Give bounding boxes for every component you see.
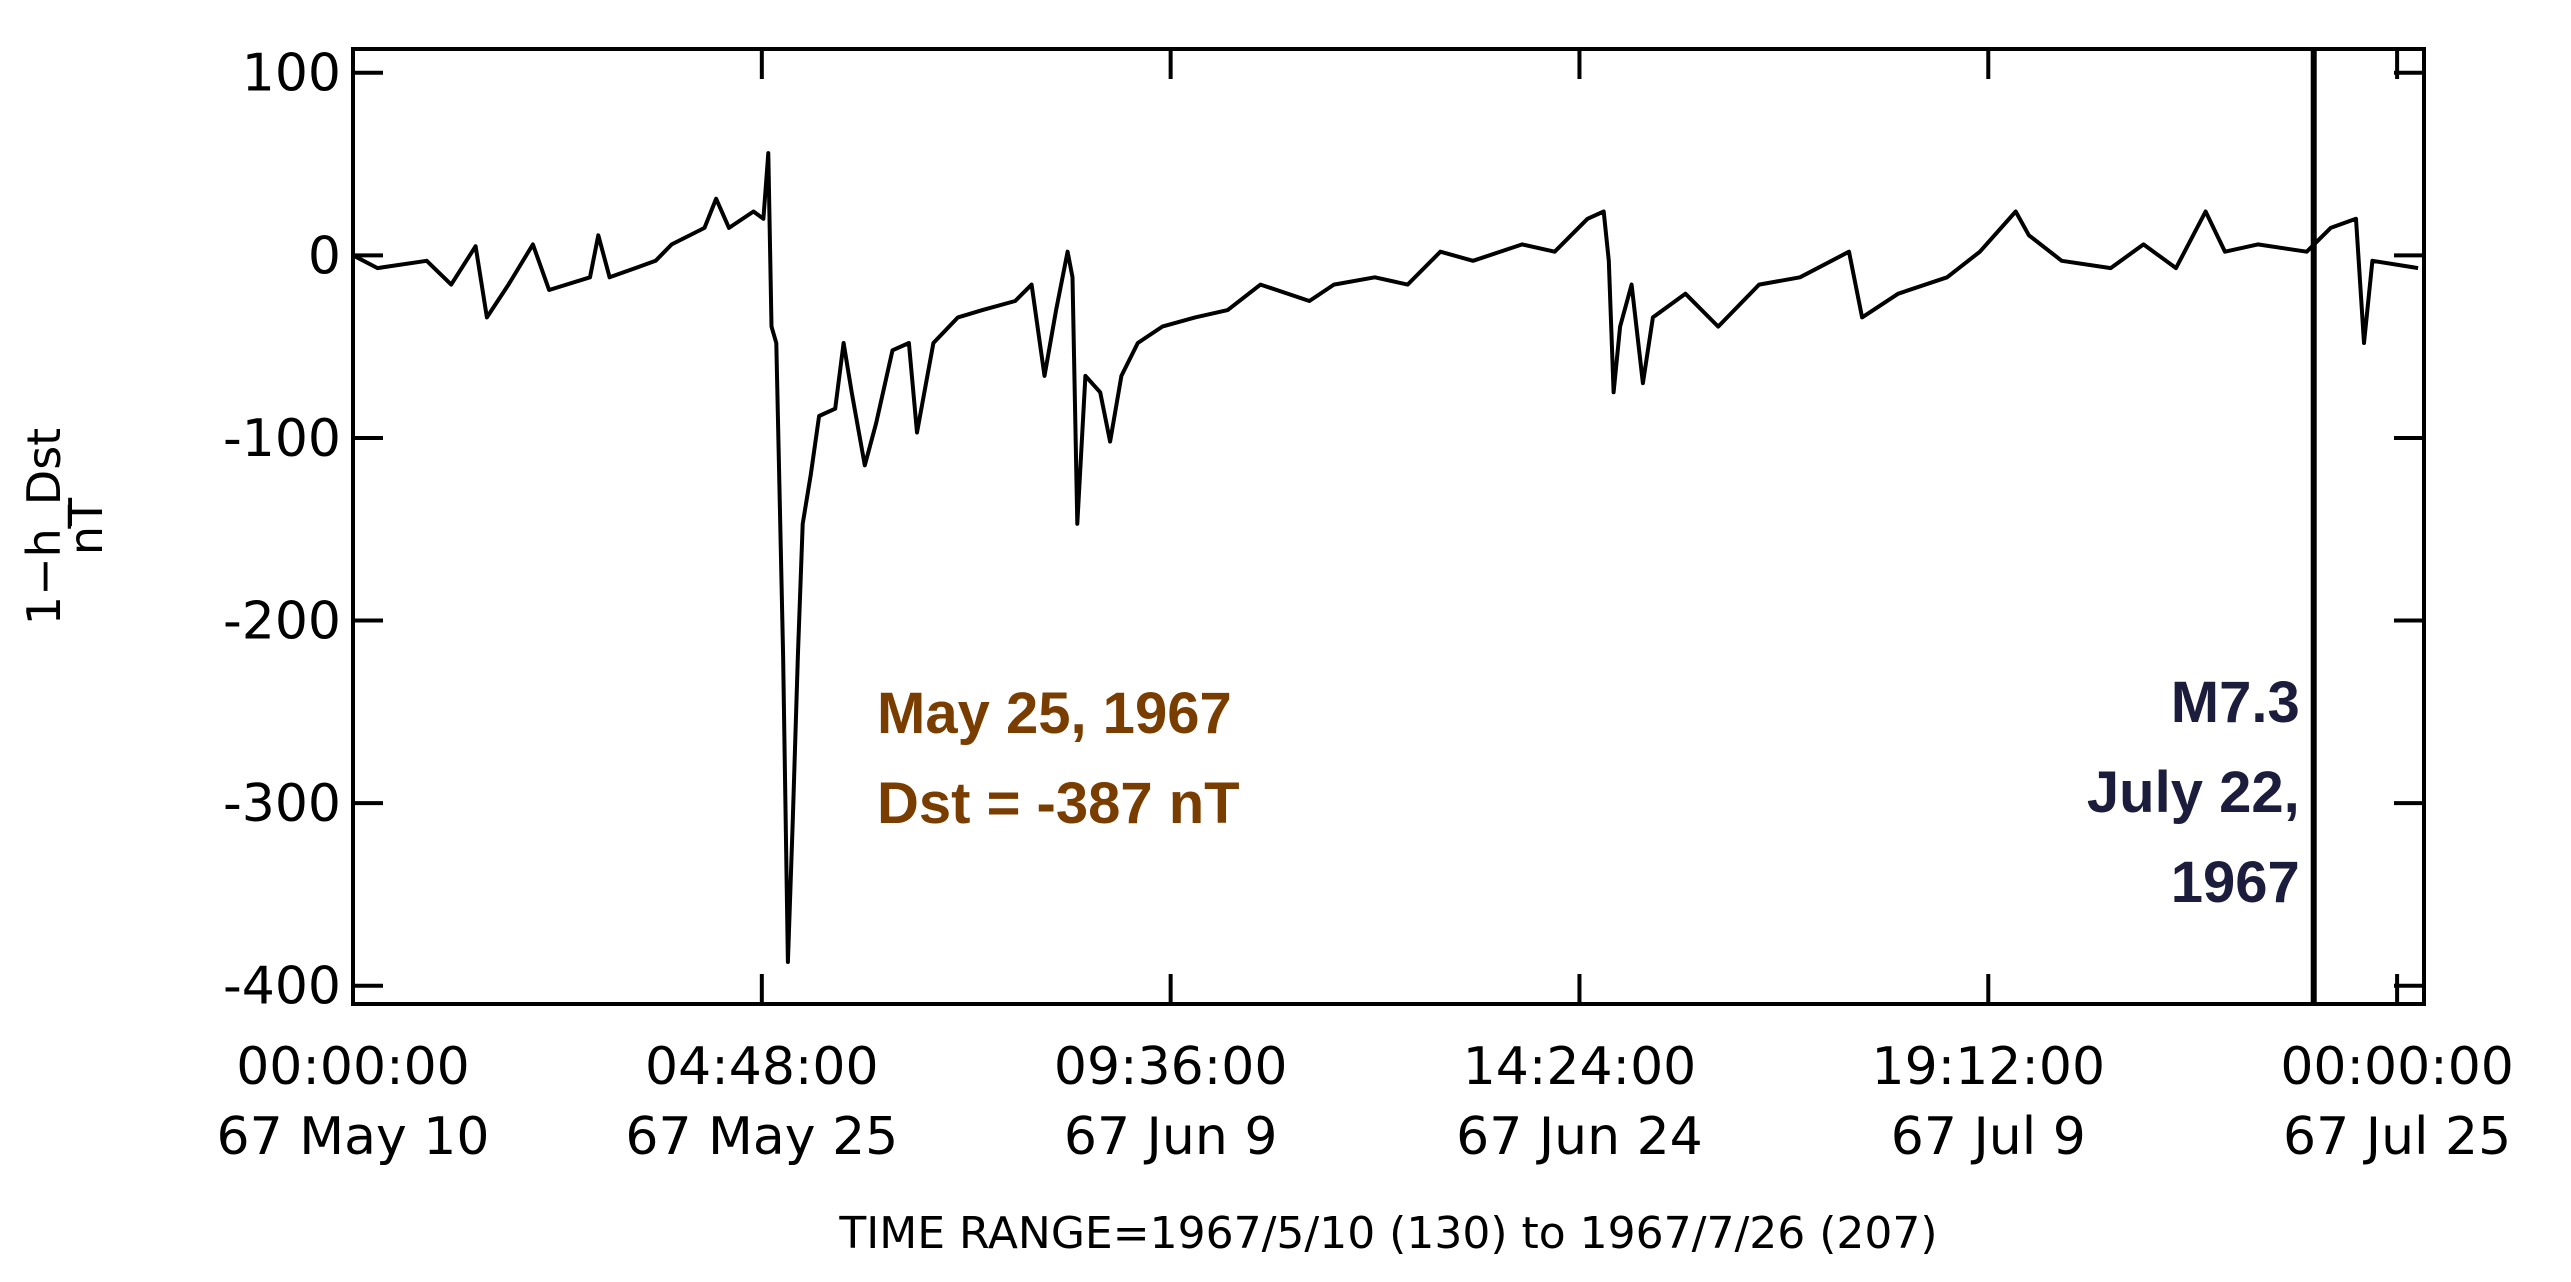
y-axis-label-line: 1−h_Dst bbox=[17, 428, 71, 625]
annotation: Dst = -387 nT bbox=[877, 771, 1240, 836]
x-tick-label: 67 Jun 9 bbox=[1064, 1107, 1278, 1167]
x-axis-label: TIME RANGE=1967/5/10 (130) to 1967/7/26 … bbox=[838, 1208, 1937, 1259]
y-tick-label: 0 bbox=[308, 226, 341, 286]
annotation: M7.3 bbox=[2171, 670, 2300, 735]
y-tick-label: -100 bbox=[223, 409, 341, 469]
x-tick-label: 67 Jun 24 bbox=[1456, 1107, 1703, 1167]
x-tick-label: 09:36:00 bbox=[1054, 1037, 1288, 1097]
x-tick-label: 67 May 10 bbox=[217, 1107, 490, 1167]
y-tick-label: -200 bbox=[223, 592, 341, 652]
y-axis-label-line: nT bbox=[59, 497, 113, 555]
x-tick-label: 67 May 25 bbox=[625, 1107, 898, 1167]
annotation: July 22, bbox=[2087, 760, 2300, 825]
plot-frame bbox=[351, 47, 2426, 1006]
y-tick-label: -400 bbox=[223, 957, 341, 1017]
annotation: 1967 bbox=[2171, 850, 2300, 915]
y-tick-label: 100 bbox=[242, 44, 341, 104]
x-tick-label: 04:48:00 bbox=[645, 1037, 879, 1097]
annotation: May 25, 1967 bbox=[877, 681, 1232, 746]
data-line bbox=[352, 151, 2419, 964]
x-tick-label: 00:00:00 bbox=[2280, 1037, 2514, 1097]
x-tick-label: 67 Jul 9 bbox=[1891, 1107, 2086, 1167]
y-tick-label: -300 bbox=[223, 774, 341, 834]
x-tick-label: 67 Jul 25 bbox=[2283, 1107, 2511, 1167]
x-tick-label: 19:12:00 bbox=[1872, 1037, 2106, 1097]
x-tick-label: 14:24:00 bbox=[1463, 1037, 1697, 1097]
x-tick-label: 00:00:00 bbox=[236, 1037, 470, 1097]
